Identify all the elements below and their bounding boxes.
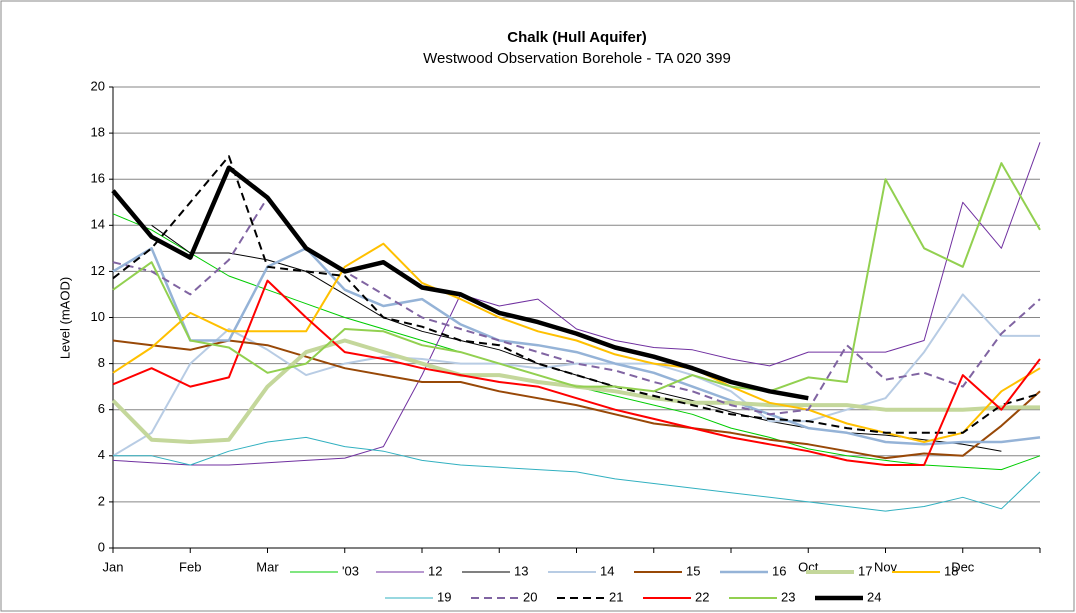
y-tick-label: 12 — [91, 263, 105, 278]
legend-label: 12 — [428, 563, 442, 578]
series-line — [112, 162, 1041, 393]
legend-label: 18 — [944, 563, 958, 578]
y-tick-label: 8 — [98, 355, 105, 370]
x-tick-label: Jan — [103, 559, 124, 574]
legend-label: 24 — [867, 589, 881, 604]
legend-label: 19 — [437, 589, 451, 604]
y-tick-label: 18 — [91, 125, 105, 140]
series-line — [111, 165, 809, 401]
y-tick-label: 20 — [91, 78, 105, 93]
y-tick-label: 10 — [91, 309, 105, 324]
series-line — [112, 155, 1041, 434]
legend-label: 13 — [514, 563, 528, 578]
y-tick-label: 16 — [91, 171, 105, 186]
legend-label: 22 — [695, 589, 709, 604]
x-tick-label: Nov — [874, 559, 898, 574]
legend-label: 20 — [523, 589, 537, 604]
y-tick-label: 14 — [91, 217, 105, 232]
legend-label: 23 — [781, 589, 795, 604]
x-tick-label: Dec — [951, 559, 975, 574]
chart-title: Chalk (Hull Aquifer) — [507, 29, 646, 46]
series-line — [112, 279, 1041, 466]
chart-subtitle: Westwood Observation Borehole - TA 020 3… — [423, 50, 731, 67]
y-tick-label: 4 — [98, 447, 105, 462]
legend-label: 21 — [609, 589, 623, 604]
x-tick-label: Mar — [256, 559, 279, 574]
legend-label: 15 — [686, 563, 700, 578]
series-line — [112, 142, 1041, 466]
y-tick-label: 2 — [98, 493, 105, 508]
series-line — [112, 293, 1040, 457]
legend-label: 14 — [600, 563, 614, 578]
y-tick-label: 0 — [98, 539, 105, 554]
series-line — [113, 436, 1041, 512]
y-tick-label: 6 — [98, 401, 105, 416]
series-line — [112, 339, 1041, 460]
legend-label: '03 — [342, 563, 359, 578]
y-axis-label: Level (mAOD) — [57, 277, 72, 359]
legend-label: 16 — [772, 563, 786, 578]
series-line — [151, 224, 1002, 452]
legend-label: 17 — [858, 563, 872, 578]
x-tick-label: Feb — [179, 559, 201, 574]
